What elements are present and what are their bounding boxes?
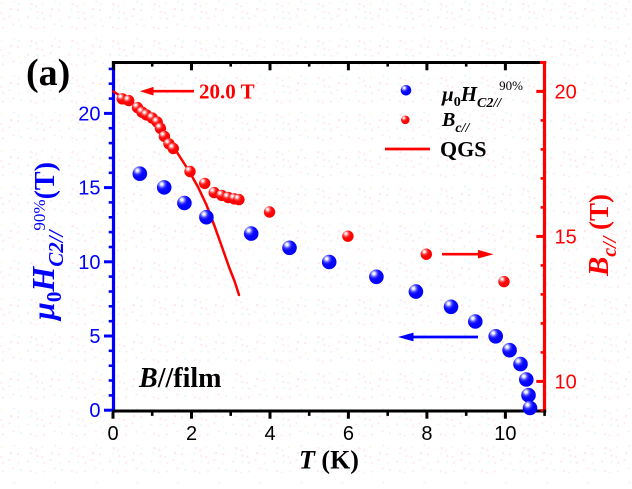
svg-text:20.0 T: 20.0 T: [199, 79, 255, 103]
svg-text:B//film: B//film: [138, 363, 221, 394]
svg-text:(a): (a): [26, 52, 70, 94]
svg-text:T (K): T (K): [299, 446, 359, 475]
svg-text:10: 10: [494, 423, 516, 445]
svg-text:4: 4: [264, 423, 275, 445]
svg-text:Bc//: Bc//: [441, 109, 470, 136]
svg-text:QGS: QGS: [440, 137, 486, 162]
svg-text:20: 20: [555, 81, 577, 103]
svg-text:0: 0: [89, 400, 100, 422]
svg-text:2: 2: [186, 423, 197, 445]
svg-text:5: 5: [89, 326, 100, 348]
svg-text:10: 10: [78, 252, 100, 274]
svg-text:10: 10: [555, 371, 577, 393]
svg-text:Bc// (T): Bc// (T): [583, 194, 621, 277]
svg-text:8: 8: [421, 423, 432, 445]
svg-text:0: 0: [107, 423, 118, 445]
svg-text:μ0HC2//90%: μ0HC2//90%: [441, 78, 523, 111]
svg-text:15: 15: [555, 226, 577, 248]
svg-text:μ0HC2//90%(T): μ0HC2//90%(T): [25, 162, 68, 322]
svg-text:6: 6: [343, 423, 354, 445]
svg-text:15: 15: [78, 178, 100, 200]
svg-text:20: 20: [78, 103, 100, 125]
